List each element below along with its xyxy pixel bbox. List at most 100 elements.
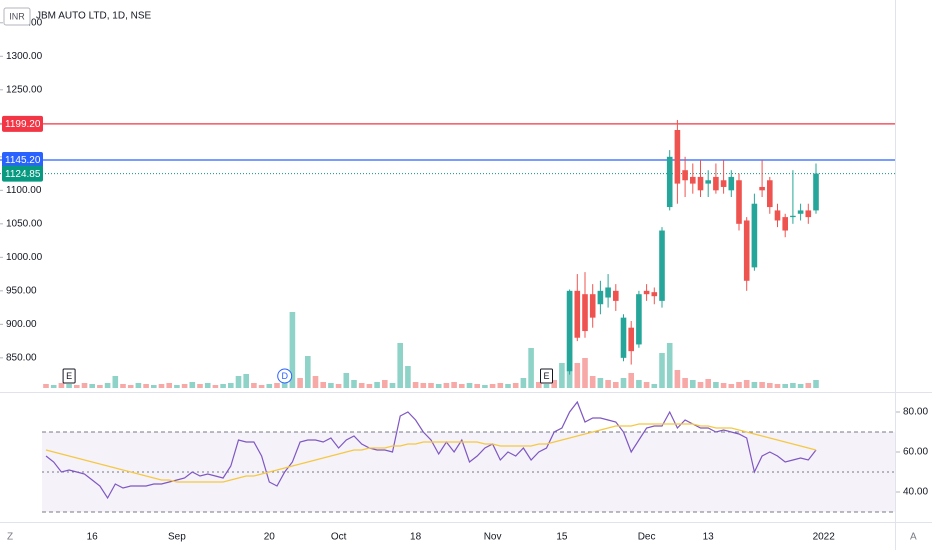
volume-bar — [127, 385, 134, 388]
rsi-line — [45, 400, 817, 500]
price-level-label: 1124.85 — [5, 169, 41, 180]
candle-body — [589, 294, 596, 318]
rsi-line — [45, 423, 817, 483]
volume-bar — [382, 380, 388, 388]
price-level-label: 1145.20 — [5, 155, 41, 166]
volume-bar — [243, 374, 249, 388]
volume-bar — [89, 384, 95, 388]
candle-body — [690, 176, 696, 184]
volume-bar — [643, 382, 650, 388]
candle-body — [805, 210, 812, 218]
candle-body — [659, 230, 665, 301]
volume-bar — [104, 383, 111, 388]
volume-bar — [613, 382, 619, 388]
volume-bar — [335, 384, 342, 388]
y2-tick-label: 40.00 — [903, 487, 928, 498]
volume-bar — [551, 380, 557, 388]
candle-body — [720, 180, 727, 187]
x-tick-label: 16 — [87, 532, 99, 543]
volume-bar — [212, 385, 219, 388]
candle-body — [797, 210, 804, 214]
volume-bar — [767, 383, 773, 388]
volume-bar — [166, 383, 172, 388]
volume-bar — [813, 380, 819, 388]
volume-bar — [274, 383, 280, 388]
candle-body — [651, 292, 658, 297]
y-tick-label: 1050.00 — [6, 218, 43, 229]
volume-bar — [120, 384, 126, 388]
volume-bar — [489, 384, 496, 388]
volume-bar — [466, 383, 473, 388]
volume-bar — [220, 384, 226, 388]
volume-bar — [81, 383, 88, 388]
volume-bar — [474, 384, 480, 388]
volume-bar — [605, 380, 611, 388]
x-tick-label: Nov — [484, 532, 502, 543]
x-tick-label: 13 — [703, 532, 715, 543]
volume-bar — [428, 383, 434, 388]
volume-bar — [536, 382, 542, 388]
volume-bar — [151, 385, 157, 388]
volume-bar — [505, 384, 511, 388]
y2-tick-label: 80.00 — [903, 407, 928, 418]
y-tick-label: 900.00 — [6, 319, 37, 330]
volume-bar — [97, 385, 103, 388]
volume-bar — [266, 384, 273, 388]
y2-tick-label: 60.00 — [903, 447, 928, 458]
volume-bar — [343, 373, 350, 388]
currency-box[interactable] — [3, 7, 31, 26]
y-tick-label: 1250.00 — [6, 84, 43, 95]
y-tick-label: 950.00 — [6, 285, 37, 296]
volume-bar — [736, 382, 742, 388]
candle-body — [666, 156, 673, 208]
volume-bar — [597, 378, 604, 388]
candle-body — [713, 176, 719, 191]
volume-bar — [543, 384, 550, 388]
volume-bar — [43, 384, 49, 388]
candle-body — [697, 176, 704, 191]
auto-button[interactable]: A — [910, 532, 917, 543]
candle-body — [636, 294, 642, 345]
zoom-button[interactable]: Z — [7, 532, 13, 543]
volume-bar — [374, 382, 380, 388]
volume-bar — [58, 383, 65, 388]
candle-body — [759, 186, 765, 191]
volume-bar — [720, 383, 727, 388]
volume-bar — [197, 384, 203, 388]
volume-bar — [366, 384, 373, 388]
event-label: E — [543, 371, 549, 381]
candle-body — [813, 173, 819, 211]
event-label: D — [281, 371, 288, 381]
volume-bar — [320, 382, 326, 388]
candle-body — [605, 287, 611, 298]
volume-bar — [204, 383, 211, 388]
volume-bar — [397, 343, 403, 388]
candle-body — [790, 215, 796, 218]
candle-body — [774, 210, 781, 221]
volume-bar — [697, 382, 704, 388]
volume-bar — [189, 382, 196, 388]
candle-body — [743, 220, 750, 281]
volume-bar — [682, 378, 688, 388]
x-tick-label: Oct — [331, 532, 347, 543]
volume-bar — [351, 380, 357, 388]
volume-bar — [459, 384, 465, 388]
price-level-box — [2, 115, 43, 132]
volume-bar — [135, 383, 142, 388]
chart-title: JBM AUTO LTD, 1D, NSE — [36, 11, 152, 22]
volume-bar — [251, 383, 257, 388]
event-label: E — [66, 371, 72, 381]
y-tick-label: 1100.00 — [6, 185, 42, 196]
volume-bar — [158, 384, 165, 388]
volume-bar — [797, 384, 804, 388]
volume-bar — [690, 380, 696, 388]
volume-bar — [782, 384, 788, 388]
candle-body — [767, 180, 773, 208]
volume-bar — [435, 384, 442, 388]
volume-bar — [628, 373, 634, 388]
volume-bar — [66, 384, 72, 388]
candle-body — [705, 180, 711, 184]
candle-body — [728, 176, 735, 191]
